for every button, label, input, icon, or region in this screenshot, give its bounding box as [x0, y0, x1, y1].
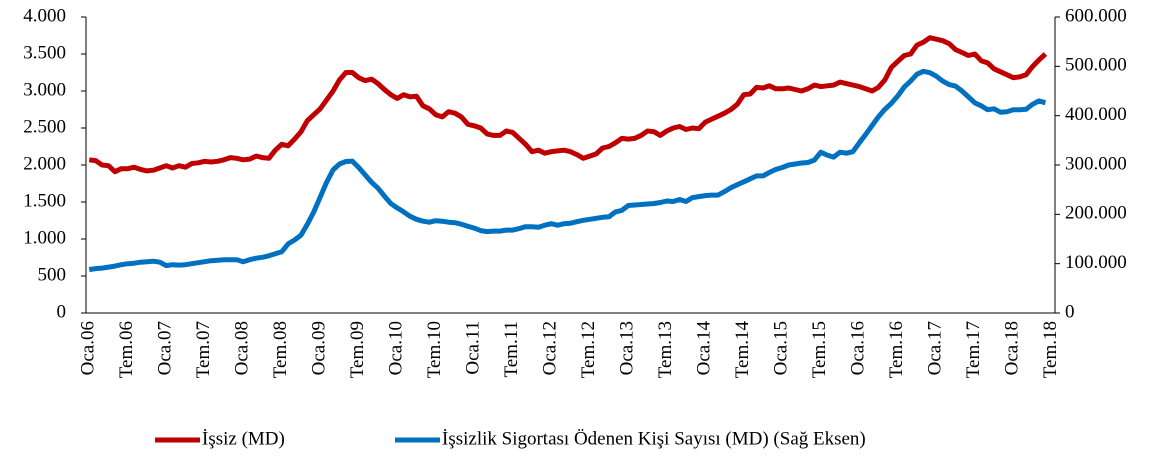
x-tick-label: Tem.10	[424, 321, 445, 378]
x-tick-label: Tem.17	[963, 321, 984, 378]
series-line	[88, 35, 1048, 175]
y2-tick-label: 0	[1065, 301, 1075, 322]
x-tick-label: Oca.13	[617, 321, 638, 375]
x-tick-label: Oca.09	[309, 321, 330, 375]
y-tick-label: 1.500	[23, 190, 66, 211]
series-line	[88, 68, 1047, 273]
y-tick-label: 3.500	[23, 42, 66, 63]
x-tick-label: Tem.12	[578, 321, 599, 378]
x-tick-label: Oca.11	[463, 321, 484, 375]
y2-tick-label: 300.000	[1065, 153, 1127, 174]
y-tick-label: 0	[57, 301, 67, 322]
x-tick-label: Tem.07	[193, 321, 214, 378]
x-tick-label: Oca.07	[155, 321, 176, 375]
x-tick-label: Tem.06	[116, 321, 137, 378]
y-tick-label: 3.000	[23, 79, 66, 100]
x-tick-label: Oca.08	[232, 321, 253, 375]
legend-label: İşsiz (MD)	[202, 428, 285, 449]
x-tick-label: Oca.17	[925, 321, 946, 375]
x-tick-label: Oca.18	[1002, 321, 1023, 375]
y2-tick-label: 600.000	[1065, 5, 1127, 26]
x-tick-label: Oca.06	[78, 321, 99, 375]
y-tick-label: 1.000	[23, 227, 66, 248]
legend-label: İşsizlik Sigortası Ödenen Kişi Sayısı (M…	[442, 428, 866, 449]
x-tick-label: Oca.12	[540, 321, 561, 375]
y-tick-label: 500	[38, 264, 67, 285]
x-tick-label: Tem.13	[655, 321, 676, 378]
x-tick-label: Tem.18	[1040, 321, 1061, 378]
x-tick-label: Tem.11	[501, 321, 522, 378]
x-tick-label: Oca.15	[771, 321, 792, 375]
x-tick-label: Oca.16	[848, 321, 869, 375]
y2-tick-label: 200.000	[1065, 203, 1127, 224]
x-tick-label: Tem.16	[886, 321, 907, 378]
y2-tick-label: 500.000	[1065, 55, 1127, 76]
y2-tick-label: 400.000	[1065, 104, 1127, 125]
y-tick-label: 4.000	[23, 5, 66, 26]
x-tick-label: Tem.14	[732, 321, 753, 379]
y-tick-label: 2.000	[23, 153, 66, 174]
y2-tick-label: 100.000	[1065, 252, 1127, 273]
x-tick-label: Tem.15	[809, 321, 830, 378]
x-tick-label: Tem.09	[347, 321, 368, 378]
x-tick-label: Oca.14	[694, 321, 715, 376]
x-tick-label: Tem.08	[270, 321, 291, 378]
y-tick-label: 2.500	[23, 116, 66, 137]
x-tick-label: Oca.10	[386, 321, 407, 375]
